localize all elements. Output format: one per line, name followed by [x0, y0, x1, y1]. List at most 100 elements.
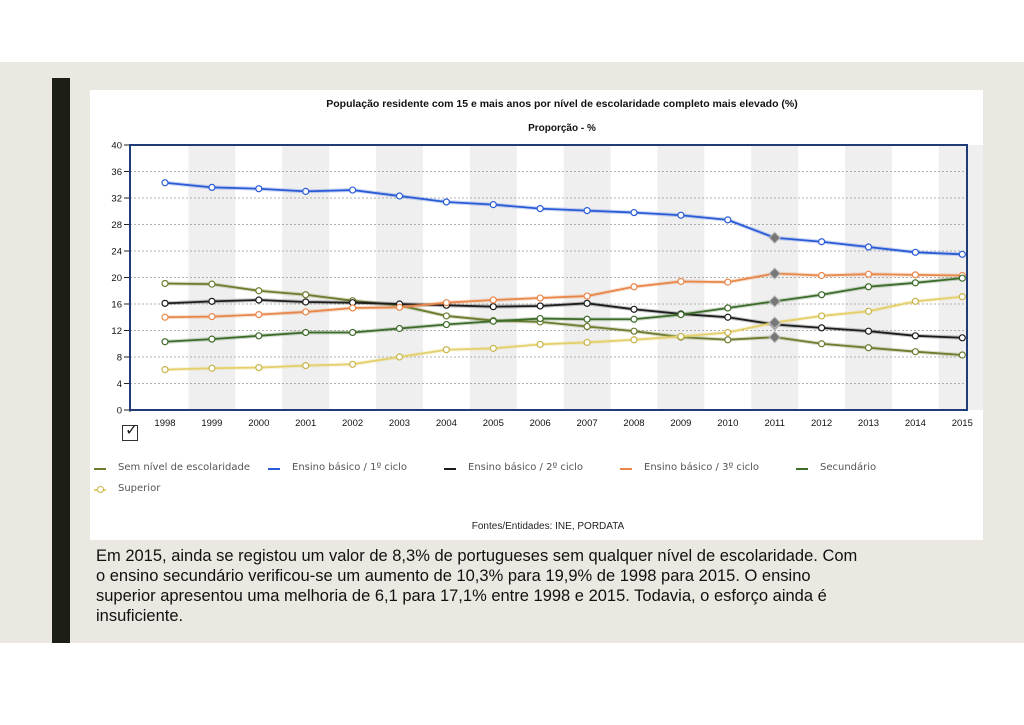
- series-point: [395, 303, 404, 311]
- series-line: [164, 277, 963, 343]
- series-point: [395, 324, 404, 333]
- series-point: [302, 328, 310, 337]
- y-tick-label: 0: [117, 406, 122, 417]
- series-point: [817, 238, 826, 246]
- series-marker-break: [768, 316, 781, 329]
- series-point: [583, 322, 591, 331]
- x-tick-label: 2010: [717, 418, 738, 429]
- caption-text: Em 2015, ainda se registou um valor de 8…: [96, 546, 976, 626]
- series-point: [724, 336, 732, 344]
- caption-line: insuficiente.: [96, 607, 184, 625]
- x-tick-label: 2002: [342, 418, 363, 429]
- series-point: [302, 291, 310, 299]
- series-point: [583, 338, 591, 347]
- series-point: [677, 311, 685, 319]
- series-point: [442, 299, 450, 307]
- series-point: [208, 280, 216, 288]
- series-point: [161, 299, 169, 307]
- series-point: [630, 336, 638, 344]
- series-point: [958, 250, 966, 258]
- y-axis: 0 4 8 12 16 20 24 28 32 36 40: [111, 141, 131, 417]
- series-point: [677, 277, 685, 286]
- series-point: [208, 312, 216, 321]
- series-point: [395, 353, 404, 361]
- series-point: [724, 304, 732, 312]
- checkbox[interactable]: ✓: [122, 420, 138, 441]
- series-point: [864, 270, 873, 278]
- series-point: [489, 296, 497, 304]
- series-point: [302, 308, 310, 316]
- y-tick-label: 20: [111, 273, 122, 284]
- series-point: [536, 314, 544, 323]
- series-point: [958, 334, 966, 342]
- series-point: [255, 364, 263, 372]
- caption-line: superior apresentou uma melhoria de 6,1 …: [96, 587, 827, 605]
- legend-label[interactable]: Ensino básico / 2º ciclo: [468, 462, 584, 473]
- x-tick-label: 2006: [530, 418, 551, 429]
- x-tick-label: 1998: [154, 418, 175, 429]
- series-point: [349, 304, 357, 312]
- series-point: [161, 365, 169, 374]
- series-point: [536, 294, 544, 302]
- series-point: [630, 327, 638, 335]
- y-tick-label: 16: [111, 300, 122, 311]
- series-point: [630, 305, 638, 313]
- series-point: [302, 362, 310, 370]
- series-point: [724, 328, 732, 337]
- plot-frame: [129, 144, 968, 411]
- y-tick-label: 4: [117, 379, 122, 390]
- series-point: [255, 311, 263, 319]
- series-point: [255, 332, 263, 340]
- y-tick-label: 40: [111, 141, 122, 152]
- series-point: [911, 332, 920, 340]
- legend-label[interactable]: Secundário: [820, 462, 877, 473]
- caption-line: o ensino secundário verificou-se um aume…: [96, 567, 811, 585]
- series-line: [164, 282, 963, 356]
- x-tick-label: 2003: [389, 418, 410, 429]
- series-point: [817, 324, 826, 332]
- series-point: [583, 206, 591, 215]
- legend-label[interactable]: Superior: [118, 483, 161, 494]
- series-point: [536, 302, 544, 310]
- series-marker-break: [768, 330, 781, 344]
- y-tick-label: 24: [111, 247, 122, 258]
- series-point: [442, 320, 450, 329]
- series-point: [255, 185, 263, 193]
- x-tick-label: 2000: [248, 418, 269, 429]
- series-point: [161, 313, 169, 321]
- series-point: [442, 198, 450, 206]
- series-layer: [161, 179, 966, 374]
- series-point: [302, 298, 310, 306]
- y-tick-label: 36: [111, 167, 122, 178]
- series-point: [911, 248, 920, 256]
- legend-swatch: [94, 468, 106, 470]
- x-tick-label: 2013: [858, 418, 879, 429]
- series-point: [817, 340, 826, 348]
- series-point: [395, 192, 404, 200]
- x-tick-label: 2008: [623, 418, 644, 429]
- plot-band: [657, 145, 705, 410]
- series-point: [817, 271, 826, 280]
- series-point: [677, 211, 685, 219]
- x-axis: 1998 1999 2000 2001 2002 2003 2004 2005 2006 2007…: [154, 418, 972, 429]
- series-point: [208, 297, 216, 305]
- series-point: [911, 348, 920, 356]
- series-point: [864, 307, 873, 315]
- chart-source: Fontes/Entidades: INE, PORDATA: [472, 521, 625, 532]
- series-point: [489, 303, 497, 311]
- legend-label[interactable]: Ensino básico / 3º ciclo: [644, 462, 760, 473]
- series-marker-break: [768, 267, 781, 280]
- legend-swatch: [444, 468, 456, 470]
- legend-label[interactable]: Ensino básico / 1º ciclo: [292, 462, 408, 473]
- x-tick-label: 2007: [577, 418, 598, 429]
- series-point: [677, 332, 685, 341]
- series-point: [958, 293, 966, 301]
- chart-title: População residente com 15 e mais anos p…: [326, 98, 798, 110]
- series-point: [864, 283, 873, 291]
- legend-label[interactable]: Sem nível de escolaridade: [118, 462, 250, 473]
- x-tick-label: 2005: [483, 418, 504, 429]
- series-point: [302, 187, 310, 195]
- series-point: [583, 299, 591, 307]
- series-point: [630, 283, 638, 291]
- series-point: [911, 271, 920, 279]
